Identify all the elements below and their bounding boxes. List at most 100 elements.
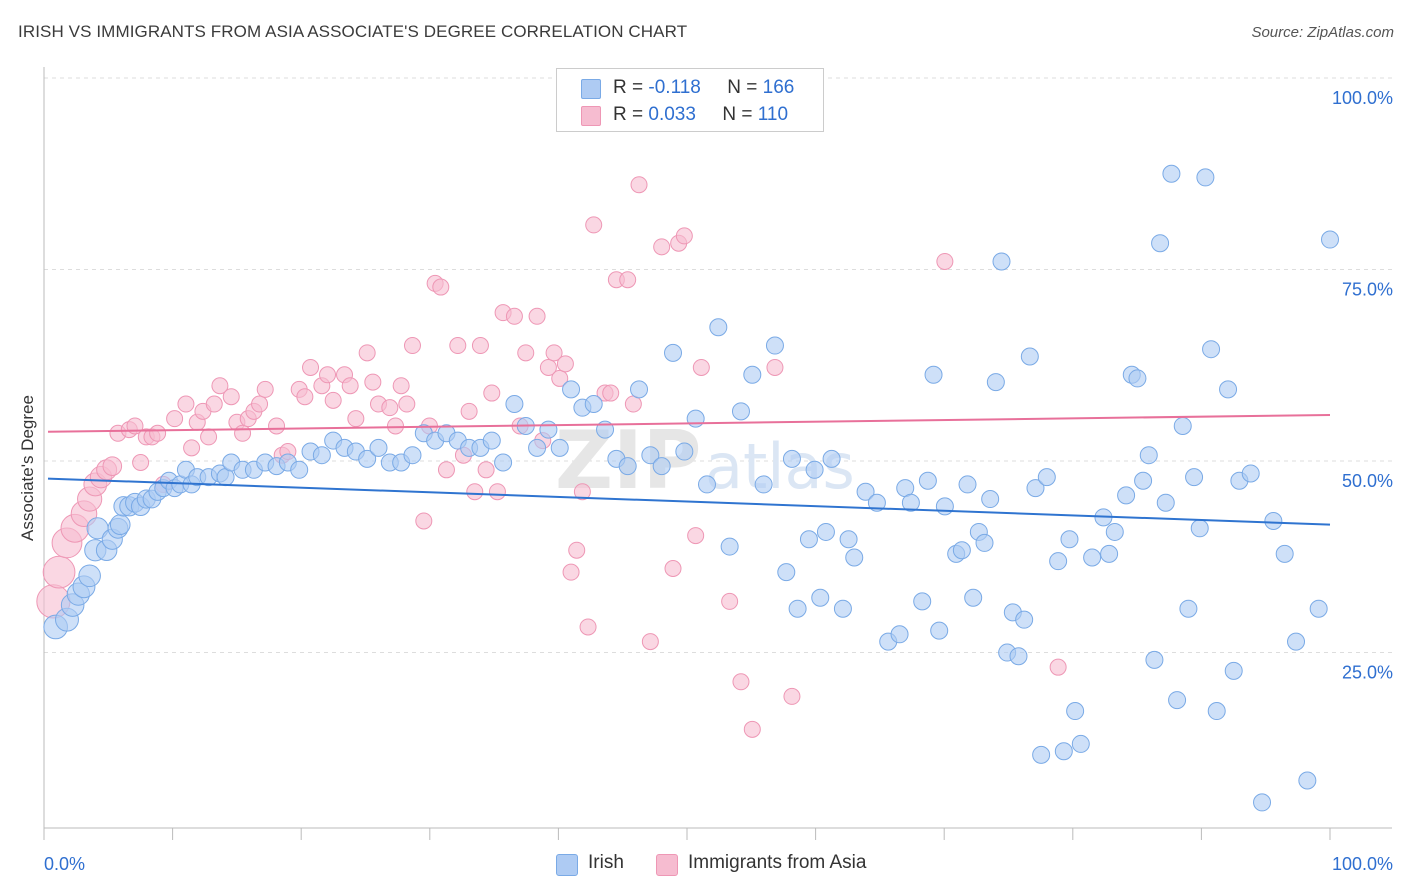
asia-point — [721, 592, 739, 610]
x-tick-label: 100.0% — [1332, 854, 1393, 874]
asia-point — [466, 483, 484, 501]
asia-point — [624, 395, 642, 413]
asia-point — [392, 377, 410, 395]
irish-point — [1151, 234, 1170, 253]
irish-point — [1054, 742, 1073, 761]
irish-point — [1207, 702, 1226, 721]
irish-point — [845, 548, 864, 567]
n-label: N = — [727, 77, 758, 98]
asia-point — [177, 395, 195, 413]
irish-point — [930, 621, 949, 640]
asia-point — [432, 278, 450, 296]
irish-point — [1321, 230, 1339, 249]
asia-point — [211, 377, 229, 395]
irish-point — [1060, 530, 1079, 549]
asia-point — [602, 384, 620, 402]
asia-point — [692, 358, 710, 376]
irish-point — [1009, 647, 1028, 666]
irish-point — [1032, 745, 1051, 764]
irish-point — [78, 564, 101, 588]
irish-point — [1145, 650, 1164, 669]
irish-point — [1100, 544, 1119, 563]
irish-point — [550, 438, 569, 457]
irish-point — [867, 493, 886, 512]
asia-r-value: 0.033 — [648, 104, 696, 125]
asia-stats: R = 0.033 N = 110 — [613, 104, 788, 126]
asia-point — [205, 395, 223, 413]
grid-lines — [44, 77, 1392, 653]
irish-point — [1275, 544, 1294, 563]
irish-point — [856, 482, 875, 501]
irish-point — [924, 365, 943, 384]
irish-point — [494, 453, 513, 472]
irish-point — [1139, 446, 1158, 465]
irish-point — [1162, 164, 1181, 183]
asia-point — [483, 384, 501, 402]
irish-point — [652, 457, 671, 476]
asia-point — [936, 252, 954, 270]
irish-point — [1173, 416, 1192, 435]
asia-point — [324, 391, 342, 409]
irish-legend-label: Irish — [588, 852, 624, 873]
asia-point — [556, 355, 574, 373]
irish-point — [1015, 610, 1034, 629]
asia-point — [528, 307, 546, 325]
irish-point — [935, 497, 954, 516]
irish-point — [1105, 522, 1124, 541]
asia-point — [585, 216, 603, 234]
irish-n-value: 166 — [762, 77, 795, 98]
asia-point — [743, 720, 761, 738]
irish-point — [1298, 771, 1317, 790]
irish-point — [1202, 340, 1221, 359]
irish-point — [890, 625, 909, 644]
asia-point — [42, 555, 76, 589]
irish-point — [1264, 511, 1283, 530]
irish-point — [788, 599, 807, 618]
asia-point — [268, 417, 286, 435]
irish-point — [1117, 486, 1136, 505]
asia-point — [460, 402, 478, 420]
r-label: R = — [613, 104, 644, 125]
asia-n-value: 110 — [757, 104, 789, 125]
irish-point — [1224, 661, 1243, 680]
source-note: Source: ZipAtlas.com — [1251, 24, 1394, 41]
asia-point — [517, 344, 535, 362]
irish-point — [1190, 519, 1209, 538]
irish-series — [43, 164, 1339, 812]
irish-point — [913, 592, 932, 611]
asia-point — [234, 424, 252, 442]
irish-point — [1037, 468, 1056, 487]
tick-labels: 100.0% 75.0% 50.0% 25.0% 0.0% 100.0% — [44, 88, 1393, 874]
asia-point — [653, 238, 671, 256]
irish-point — [731, 402, 750, 421]
asia-point — [562, 563, 580, 581]
asia-point — [766, 358, 784, 376]
irish-point — [664, 343, 683, 362]
irish-point — [1066, 702, 1085, 721]
irish-trend-line — [47, 477, 1331, 526]
asia-point — [505, 307, 523, 325]
irish-point — [743, 365, 762, 384]
irish-point — [562, 380, 581, 399]
asia-point — [551, 369, 569, 387]
irish-point — [958, 475, 977, 494]
irish-point — [754, 475, 773, 494]
irish-point — [709, 318, 728, 337]
asia-point — [488, 483, 506, 501]
irish-point — [403, 446, 422, 465]
asia-point — [545, 344, 563, 362]
asia-point — [403, 337, 421, 355]
asia-point — [579, 618, 597, 636]
irish-point — [918, 471, 937, 490]
chart-title: IRISH VS IMMIGRANTS FROM ASIA ASSOCIATE'… — [18, 22, 688, 41]
r-label: R = — [613, 77, 644, 98]
irish-point — [777, 563, 796, 582]
irish-point — [1134, 471, 1153, 490]
irish-point — [584, 395, 603, 414]
asia-point — [630, 176, 648, 194]
irish-point — [1185, 468, 1204, 487]
irish-point — [1071, 734, 1090, 753]
asia-point — [386, 417, 404, 435]
irish-point — [1179, 599, 1198, 618]
